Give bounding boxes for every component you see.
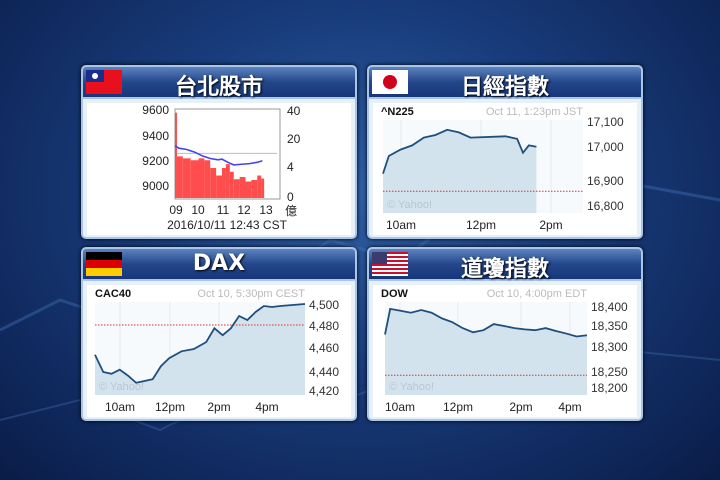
yahoo-watermark: © Yahoo!: [387, 199, 432, 211]
x-tick-label: 2pm: [539, 218, 562, 232]
y-tick-label: 18,200: [591, 381, 628, 395]
x-tick-label: 12pm: [443, 400, 473, 414]
left-tick-label: 9400: [142, 129, 169, 143]
chart-timestamp: Oct 10, 5:30pm CEST: [197, 288, 305, 300]
volume-bar: [204, 160, 211, 198]
x-tick-label: 2pm: [207, 400, 230, 414]
volume-bar: [233, 179, 240, 198]
volume-bar: [251, 180, 258, 198]
area-fill: [383, 129, 537, 213]
x-tick-label: 11: [217, 203, 230, 217]
yahoo-watermark: © Yahoo!: [389, 381, 434, 393]
right-tick-label: 20: [287, 132, 301, 146]
y-tick-label: 4,420: [309, 384, 339, 398]
right-tick-label: 4: [287, 160, 294, 174]
price-line: [384, 307, 588, 338]
x-tick-label: 10am: [386, 218, 416, 232]
x-tick-label: 12pm: [155, 400, 185, 414]
price-line: [382, 128, 537, 174]
left-tick-label: 9000: [142, 179, 169, 193]
symbol-label: CAC40: [95, 288, 131, 300]
y-tick-label: 4,440: [309, 365, 339, 379]
volume-bar: [225, 164, 230, 198]
panel-nikkei: 日經指數 © Yahoo! ^N225 Oct 11, 1:23pm JST 17,1…: [367, 65, 643, 239]
symbol-label: DOW: [381, 288, 409, 300]
y-tick-label: 4,500: [309, 298, 339, 312]
x-tick-label: 10am: [105, 400, 135, 414]
price-line: [174, 144, 263, 166]
usa-flag-icon: [372, 252, 408, 276]
symbol-label: ^N225: [381, 106, 414, 118]
y-tick-label: 18,300: [591, 340, 628, 354]
taiwan-flag-icon: [86, 70, 122, 94]
y-tick-label: 17,000: [587, 140, 624, 154]
right-tick-label: 0: [287, 190, 294, 204]
volume-bar: [216, 175, 222, 198]
volume-bar: [210, 168, 217, 198]
volume-bar: [175, 112, 177, 198]
right-tick-label: 40: [287, 104, 301, 118]
panel-taiex: 台北股市 9600 9400 9200 9000 40 20 4 0 億 09 10 11 12 13 20…: [81, 65, 357, 239]
x-tick-label: 2pm: [509, 400, 532, 414]
chart-timestamp: 2016/10/11 12:43 CST: [167, 218, 288, 232]
x-tick-label: 4pm: [255, 400, 278, 414]
panel-title: DAX: [192, 251, 246, 276]
nikkei-chart: © Yahoo! ^N225 Oct 11, 1:23pm JST 17,100 17,…: [381, 106, 624, 232]
x-tick-label: 10: [191, 203, 205, 217]
y-tick-label: 4,480: [309, 319, 339, 333]
panel-title: 台北股市: [174, 75, 263, 100]
left-tick-label: 9600: [142, 103, 169, 117]
y-tick-label: 18,250: [591, 365, 628, 379]
germany-flag-icon: [86, 252, 122, 276]
chart-timestamp: Oct 10, 4:00pm EDT: [487, 288, 588, 300]
x-tick-label: 12: [237, 203, 251, 217]
japan-flag-icon: [372, 70, 408, 94]
yahoo-watermark: © Yahoo!: [99, 381, 144, 393]
x-tick-label: 4pm: [558, 400, 581, 414]
panel-dow: 道瓊指數 © Yahoo! DOW Oct 10, 4:00pm EDT 18,400…: [367, 247, 643, 421]
panel-title: 道瓊指數: [460, 257, 549, 282]
volume-bar: [198, 158, 205, 198]
volume-bar: [182, 158, 191, 198]
volume-bar: [257, 175, 262, 198]
y-tick-label: 4,460: [309, 341, 339, 355]
y-tick-label: 18,400: [591, 300, 628, 314]
panel-dax: DAX © Yahoo! CAC40 Oct 10, 5:30pm CEST 4,50…: [81, 247, 357, 421]
volume-bar: [229, 171, 234, 198]
area-fill: [95, 304, 305, 395]
volume-bar: [239, 177, 246, 198]
x-tick-label: 10am: [385, 400, 415, 414]
volume-bar: [261, 178, 265, 198]
volume-bar: [222, 168, 226, 198]
price-line: [94, 303, 306, 384]
x-tick-label: 12pm: [466, 218, 496, 232]
volume-bar: [176, 156, 183, 198]
cac40-chart: © Yahoo! CAC40 Oct 10, 5:30pm CEST 4,500 4,4…: [94, 288, 339, 414]
volume-bar: [190, 160, 199, 198]
chart-timestamp: Oct 11, 1:23pm JST: [486, 106, 583, 118]
left-tick-label: 9200: [142, 154, 169, 168]
x-tick-label: 09: [169, 203, 183, 217]
panel-title: 日經指數: [460, 75, 549, 100]
volume-bar: [245, 181, 252, 198]
y-tick-label: 18,350: [591, 319, 628, 333]
y-tick-label: 16,900: [587, 174, 624, 188]
right-axis-unit: 億: [285, 204, 297, 218]
y-tick-label: 16,800: [587, 199, 624, 213]
y-tick-label: 17,100: [587, 115, 624, 129]
x-tick-label: 13: [259, 203, 273, 217]
